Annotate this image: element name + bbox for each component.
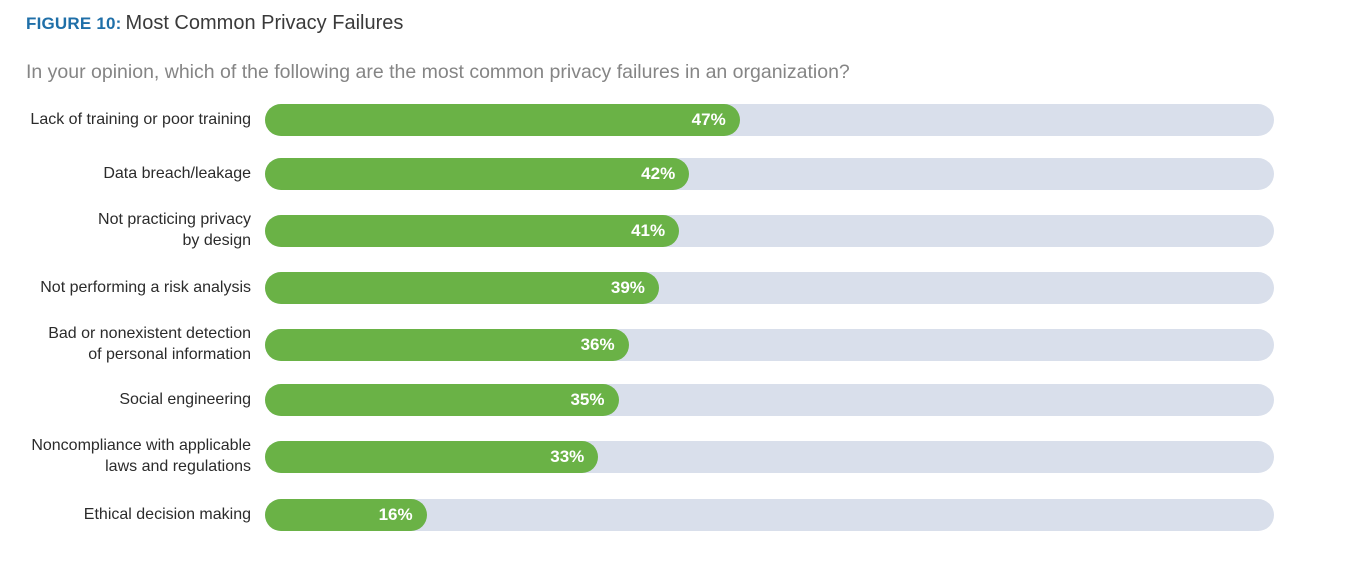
bar [265,158,690,190]
figure-title: FIGURE 10: Most Common Privacy Failures [26,12,403,35]
bar [265,215,680,247]
category-label: Noncompliance with applicable laws and re… [0,435,251,477]
bar-track [265,499,1274,531]
category-label: Bad or nonexistent detection of personal … [0,323,251,365]
category-label: Data breach/leakage [0,163,251,184]
bar [265,329,629,361]
category-label-line: Bad or nonexistent detection [48,325,251,342]
value-label: 33% [550,447,585,466]
value-label: 39% [610,278,645,297]
category-label-line: Data breach/leakage [103,164,251,182]
category-label-line: Social engineering [119,390,251,408]
category-label-line: laws and regulations [105,458,251,475]
value-label: 16% [378,505,413,524]
category-label-line: Noncompliance with applicable [31,437,251,454]
category-label-line: Not performing a risk analysis [40,278,251,296]
value-label: 35% [570,390,605,409]
category-label-line: Ethical decision making [83,505,251,523]
category-label-line: by design [182,232,252,249]
category-label: Not performing a risk analysis [0,277,251,298]
category-label-line: Not practicing privacy [98,211,251,228]
category-label: Lack of training or poor training [0,109,251,130]
value-label: 36% [580,335,615,354]
value-label: 47% [691,110,726,129]
value-label: 42% [641,164,676,183]
bar [265,104,740,136]
category-label: Not practicing privacy by design [0,209,251,251]
chart-subtitle: In your opinion, which of the following … [26,61,850,83]
figure-label: FIGURE 10: [26,14,122,33]
category-label: Ethical decision making [0,504,251,525]
category-label-line: of personal information [88,346,251,363]
bar [265,272,659,304]
bar [265,441,599,473]
bar [265,384,619,416]
category-label-line: Lack of training or poor training [30,110,251,128]
category-label: Social engineering [0,389,251,410]
value-label: 41% [631,221,666,240]
bar [265,499,427,531]
figure-name: Most Common Privacy Failures [125,12,404,34]
